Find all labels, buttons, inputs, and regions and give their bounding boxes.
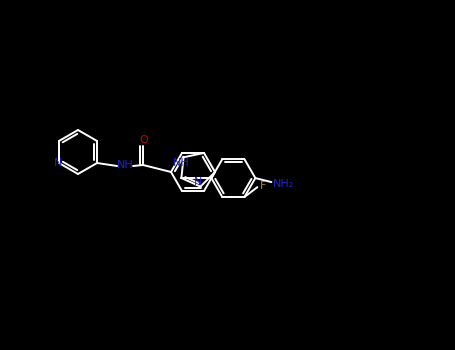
- Text: NH: NH: [116, 160, 133, 170]
- Text: F: F: [260, 181, 267, 191]
- Text: NH₂: NH₂: [273, 179, 294, 189]
- Text: N: N: [54, 158, 62, 168]
- Text: O: O: [140, 135, 148, 145]
- Text: NH: NH: [173, 158, 190, 168]
- Text: N: N: [194, 177, 202, 187]
